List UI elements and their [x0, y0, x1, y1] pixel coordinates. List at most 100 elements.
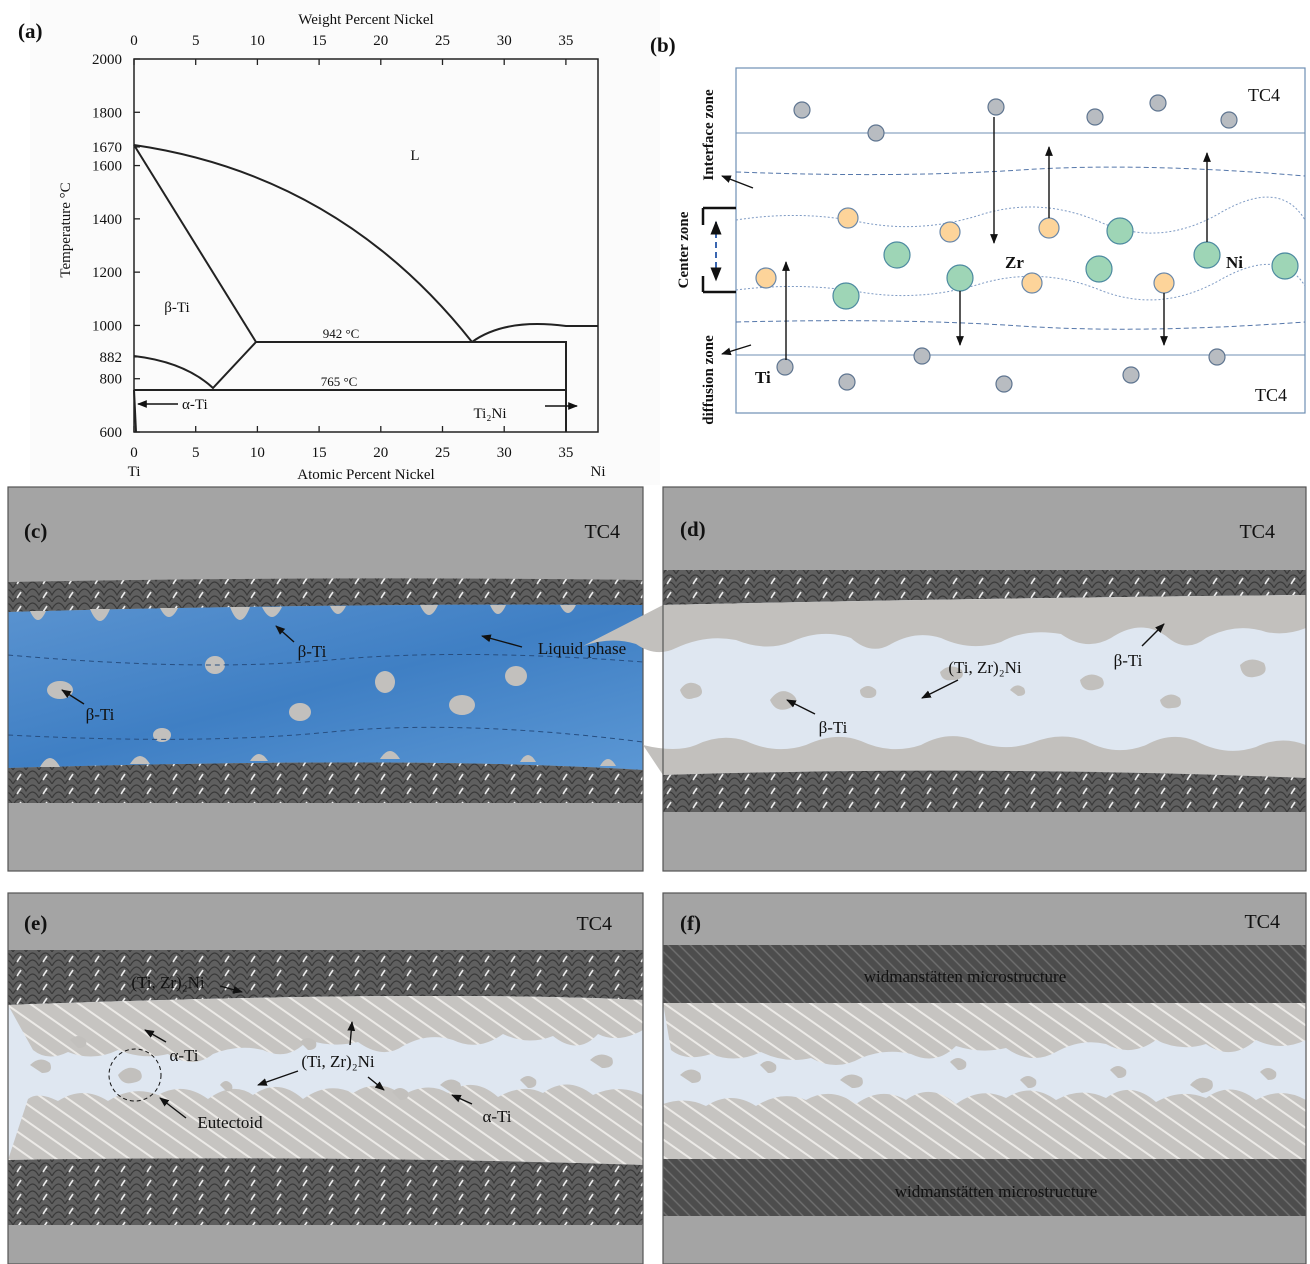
panel-border	[7, 892, 644, 1264]
top-tick-label: 15	[312, 33, 327, 49]
bracket	[701, 206, 736, 294]
bottom-tick-label: 25	[435, 445, 450, 461]
grain-layer	[663, 770, 1306, 812]
dashed-line	[7, 653, 644, 743]
grain-layer	[8, 578, 643, 612]
phase-label: (Ti, Zr)₂Ni	[948, 658, 1022, 677]
grain-layer	[8, 950, 643, 1005]
ti-atoms	[776, 94, 1238, 393]
bottom-tick-label: 5	[192, 445, 200, 461]
phase-label: (Ti, Zr)₂Ni	[301, 1052, 375, 1071]
panel-label: (f)	[680, 911, 701, 935]
top-tick-label: 35	[558, 33, 573, 49]
y-tick-label: 1200	[92, 265, 122, 281]
y-tick-label: 1800	[92, 105, 122, 121]
phase-label: (Ti, Zr)₂Ni	[131, 973, 205, 992]
arrow	[275, 625, 295, 643]
layer-label: widmanstätten microstructure	[895, 1182, 1098, 1201]
top-tick-label: 20	[373, 33, 388, 49]
bottom-axis-title: Atomic Percent Nickel	[297, 467, 434, 483]
arrow	[159, 1097, 187, 1119]
eutectoid-circle	[108, 1048, 162, 1102]
phase-label: β-Ti	[86, 705, 115, 724]
panel-border	[7, 486, 644, 872]
region-label: α-Ti	[182, 397, 208, 413]
panel-border	[662, 486, 1307, 872]
top-tick-label: 5	[192, 33, 200, 49]
arrow	[219, 985, 243, 994]
y-tick-label: 1600	[92, 159, 122, 175]
phase-label: α-Ti	[482, 1107, 511, 1126]
phase-label: β-Ti	[298, 642, 327, 661]
arrow	[257, 1070, 299, 1086]
bottom-tick-label: 15	[312, 445, 327, 461]
panel-label: (c)	[24, 519, 47, 543]
top-tick-label: 30	[497, 33, 512, 49]
solidus	[133, 144, 257, 343]
zone-label: Interface zone	[701, 89, 717, 181]
arrow	[451, 1094, 473, 1105]
liquid-layer	[8, 604, 643, 770]
diffusion-schematic: (b) Interface zone Center zone diffusion…	[650, 33, 1306, 425]
region-label: Ti₂Ni	[473, 406, 506, 422]
alpha-layer	[8, 996, 643, 1062]
arrow	[481, 634, 523, 648]
element-label: Ti	[755, 368, 771, 387]
region-label: β-Ti	[164, 300, 189, 316]
grain-layer	[8, 762, 643, 803]
alpha-boundary	[133, 389, 137, 433]
dashed-line	[735, 320, 1306, 330]
liquidus	[133, 144, 473, 343]
alpha-layer	[663, 1089, 1306, 1159]
plot-frame	[133, 58, 599, 433]
isotherm-label: 942 °C	[323, 326, 360, 341]
base-label: TC4	[1239, 521, 1275, 543]
beta-transus	[133, 341, 257, 390]
top-axis-title: Weight Percent Nickel	[298, 12, 433, 28]
base-label: TC4	[584, 521, 620, 543]
panel-label: (d)	[680, 517, 706, 541]
widmanstatten-layer	[663, 945, 1306, 1003]
phase-label: Eutectoid	[197, 1113, 263, 1132]
element-label: Zr	[1005, 253, 1024, 272]
y-tick-label: 1670	[92, 140, 122, 156]
phase-label: β-Ti	[819, 718, 848, 737]
y-tick-label: 2000	[92, 52, 122, 68]
panel-f: (f) TC4 widmanstätten microstructure wid…	[662, 892, 1307, 1264]
liquidus-right	[471, 323, 598, 343]
zr-atoms	[755, 207, 1175, 294]
alpha-layer	[663, 1003, 1306, 1065]
y-tick-label: 600	[100, 425, 123, 441]
bottom-tick-label: 20	[373, 445, 388, 461]
zone-label: Center zone	[676, 211, 692, 288]
base-label: TC4	[1244, 911, 1280, 933]
isotherm-942	[256, 341, 567, 432]
ni-atoms	[832, 217, 1299, 310]
panel-e: (e) TC4 (Ti, Zr)₂Ni α-Ti (Ti, Zr)₂Ni Eut…	[7, 892, 644, 1264]
arrow	[1141, 623, 1165, 647]
top-tick-label: 10	[250, 33, 265, 49]
panel-border	[662, 892, 1307, 1264]
base-label: TC4	[1248, 85, 1280, 105]
phase-label: α-Ti	[169, 1046, 198, 1065]
y-tick-label: 1400	[92, 212, 122, 228]
phase-diagram: (a) Weight Percent Nickel Atomic Percent…	[18, 0, 660, 485]
top-tick-label: 0	[130, 33, 138, 49]
base-label: TC4	[1255, 385, 1287, 405]
layer-label: widmanstätten microstructure	[864, 967, 1067, 986]
phase-label: Liquid phase	[538, 639, 626, 658]
beta-layer	[583, 595, 1306, 653]
grain-layer	[663, 570, 1306, 605]
bottom-tick-label: 0	[130, 445, 138, 461]
top-tick-label: 25	[435, 33, 450, 49]
isotherm-label: 765 °C	[321, 374, 358, 389]
element-label: Ni	[1226, 253, 1243, 272]
arrow	[367, 1076, 385, 1091]
right-element: Ni	[591, 464, 606, 480]
arrow	[347, 1021, 356, 1046]
panel-label: (e)	[24, 911, 47, 935]
arrow	[921, 679, 959, 699]
